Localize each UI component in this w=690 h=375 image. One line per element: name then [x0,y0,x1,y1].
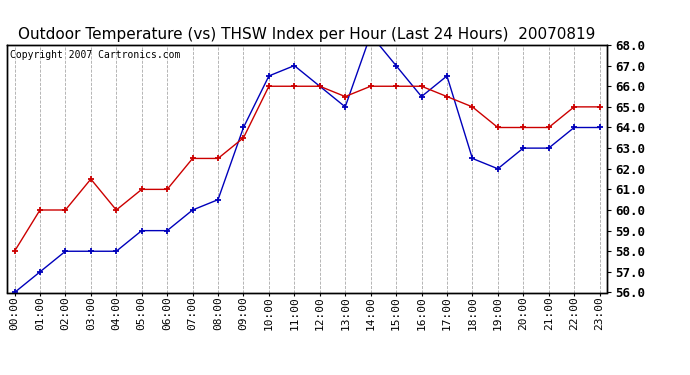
Title: Outdoor Temperature (vs) THSW Index per Hour (Last 24 Hours)  20070819: Outdoor Temperature (vs) THSW Index per … [19,27,595,42]
Text: Copyright 2007 Cartronics.com: Copyright 2007 Cartronics.com [10,50,180,60]
